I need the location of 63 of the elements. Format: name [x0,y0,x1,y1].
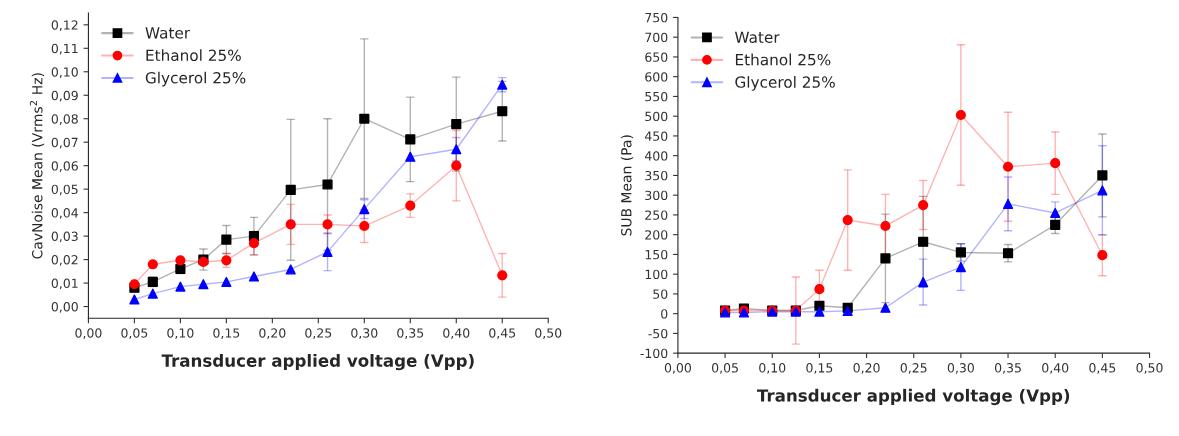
y-axis-title: CavNoise Mean (Vrms$^{2}$ Hz) [29,73,45,259]
x-tick-label: 0,40 [1042,363,1069,374]
y-tick-label: 350 [645,170,668,181]
x-tick-label: 0,20 [853,363,880,374]
y-tick-label: 500 [645,111,668,122]
y-tick-label: -50 [648,328,668,339]
y-tick-label: 0,01 [51,278,78,290]
y-tick-label: 550 [645,91,668,102]
x-tick-label: 0,25 [900,363,927,374]
x-tick-label: 0,05 [121,328,148,339]
legend-label: Water [145,27,191,39]
legend-label: Glycerol 25% [735,76,835,91]
legend-label: Water [734,31,780,44]
y-axis-title: SUB Mean (Pa) [620,135,634,236]
x-tick-label: 0,10 [167,328,194,339]
x-tick-label: 0,00 [75,328,102,339]
y-tick-label: 150 [645,249,668,260]
x-axis-title: Transducer applied voltage (Vpp) [756,388,1070,406]
x-tick-label: 0,45 [1089,363,1116,374]
y-tick-label: 0,06 [51,161,78,172]
y-tick-label: 200 [645,230,668,240]
x-tick-label: 0,35 [994,363,1021,374]
x-tick-label: 0,10 [759,363,786,374]
x-tick-label: 0,45 [489,328,516,339]
x-tick-label: 0,35 [397,328,424,339]
y-tick-label: 0 [661,309,668,319]
x-tick-label: 0,20 [259,328,286,339]
legend-label: Ethanol 25% [735,53,831,66]
legend-label: Glycerol 25% [145,71,246,87]
y-tick-label: 700 [645,32,668,43]
x-tick-label: 0,00 [664,363,692,374]
y-tick-label: 250 [645,210,668,220]
legend-label: Ethanol 25% [146,49,241,62]
y-tick-label: 0,08 [51,114,78,125]
x-tick-label: 0,30 [351,328,378,339]
x-tick-label: 0,30 [947,363,974,374]
x-tick-label: 0,50 [535,328,562,339]
x-tick-label: 0,05 [711,363,738,374]
y-tick-label: 0,03 [51,231,78,243]
y-tick-label: 0,02 [51,255,78,266]
y-tick-label: -100 [640,348,668,359]
y-tick-label: 100 [645,269,668,280]
y-tick-label: 0,00 [51,302,78,313]
y-tick-label: 0,07 [51,137,78,149]
y-tick-label: 650 [645,52,668,62]
y-tick-label: 0,11 [51,43,78,55]
x-tick-label: 0,15 [806,363,833,374]
y-tick-label: 750 [645,12,668,23]
x-axis-title: Transducer applied voltage (Vpp) [161,353,474,371]
y-tick-label: 0,04 [51,208,78,219]
x-tick-label: 0,25 [305,328,332,339]
x-tick-label: 0,50 [1136,363,1163,374]
y-tick-label: 0,12 [51,20,78,32]
y-tick-label: 50 [653,289,668,299]
x-tick-label: 0,15 [213,328,240,339]
y-tick-label: 600 [645,72,668,82]
y-tick-label: 0,05 [51,184,78,196]
y-tick-label: 400 [644,151,668,161]
y-tick-label: 0,09 [51,90,78,102]
y-tick-label: 300 [645,190,668,201]
y-tick-label: 450 [644,131,668,141]
y-tick-label: 0,10 [51,67,78,78]
x-tick-label: 0,40 [443,328,470,339]
